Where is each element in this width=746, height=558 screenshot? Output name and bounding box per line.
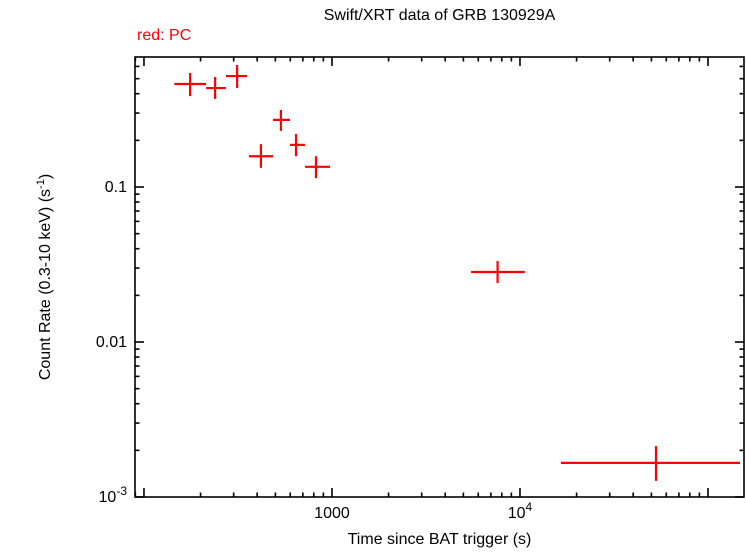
axis-ticks [134, 57, 744, 498]
y-axis-title-text: Count Rate (0.3-10 keV) (s [37, 188, 55, 381]
y-tick-label: 10-3 [99, 484, 128, 506]
x-axis-title: Time since BAT trigger (s) [347, 531, 532, 548]
y-tick-label: 0.1 [105, 179, 127, 196]
y-axis-title-sup: -1 [34, 179, 47, 189]
y-axis-title: Count Rate (0.3-10 keV) (s-1) [35, 174, 55, 380]
legend-mode-pc: red: PC [137, 27, 192, 44]
data-series-pc [174, 64, 741, 481]
chart-title: Swift/XRT data of GRB 130929A [323, 7, 556, 24]
x-tick-label: 1000 [314, 505, 350, 522]
y-tick-label: 0.01 [96, 334, 127, 351]
plot-frame [134, 56, 745, 498]
x-tick-label: 104 [508, 500, 533, 522]
y-axis-title-close: ) [37, 173, 55, 180]
